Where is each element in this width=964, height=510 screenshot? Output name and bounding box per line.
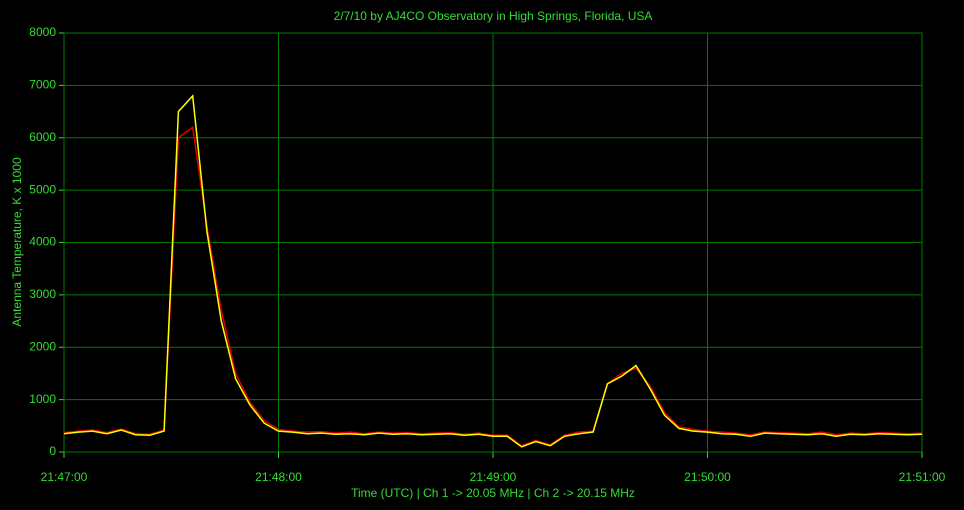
x-tick-label: 21:51:00: [899, 470, 946, 484]
y-tick-label: 6000: [29, 130, 56, 144]
y-tick-label: 0: [49, 444, 56, 458]
y-tick-label: 7000: [29, 78, 56, 92]
y-tick-label: 2000: [29, 339, 56, 353]
x-tick-label: 21:48:00: [255, 470, 302, 484]
y-axis-label: Antenna Temperature, K x 1000: [10, 157, 24, 327]
y-tick-label: 1000: [29, 392, 56, 406]
x-tick-label: 21:49:00: [470, 470, 517, 484]
x-tick-label: 21:47:00: [41, 470, 88, 484]
x-tick-label: 21:50:00: [684, 470, 731, 484]
y-tick-label: 4000: [29, 235, 56, 249]
x-axis-label: Time (UTC) | Ch 1 -> 20.05 MHz | Ch 2 ->…: [351, 486, 635, 500]
y-tick-label: 3000: [29, 287, 56, 301]
y-tick-label: 8000: [29, 25, 56, 39]
series-line: [63, 94, 923, 448]
y-tick-label: 5000: [29, 182, 56, 196]
chart-title: 2/7/10 by AJ4CO Observatory in High Spri…: [334, 9, 653, 23]
